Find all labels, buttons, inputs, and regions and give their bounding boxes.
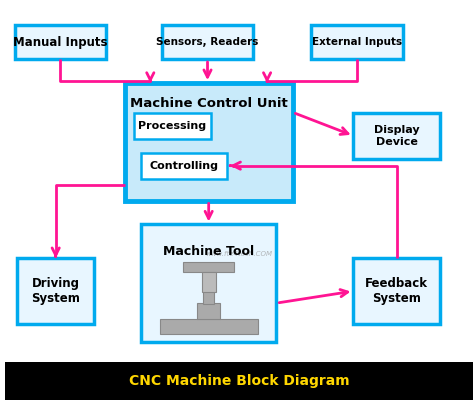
FancyBboxPatch shape [354,113,440,159]
Bar [197,303,220,319]
Text: www.fte4tech.COM: www.fte4tech.COM [206,251,273,257]
Bar [203,270,214,304]
Bar [183,262,234,272]
Text: Controlling: Controlling [150,161,219,171]
FancyBboxPatch shape [311,25,402,59]
FancyBboxPatch shape [134,113,211,139]
FancyBboxPatch shape [141,225,276,342]
FancyBboxPatch shape [141,153,228,178]
Bar [6,362,473,400]
Text: Feedback
System: Feedback System [365,277,428,305]
FancyBboxPatch shape [125,83,293,200]
Text: Processing: Processing [138,121,207,131]
FancyBboxPatch shape [354,258,440,324]
Text: Sensors, Readers: Sensors, Readers [156,37,259,47]
Text: Display
Device: Display Device [374,125,419,147]
Text: Manual Inputs: Manual Inputs [13,36,108,49]
FancyBboxPatch shape [15,25,106,59]
Bar [160,319,258,334]
Text: Machine Tool: Machine Tool [163,245,254,258]
Text: Machine Control Unit: Machine Control Unit [130,97,288,110]
Text: External Inputs: External Inputs [312,37,402,47]
Bar [201,272,216,292]
FancyBboxPatch shape [17,258,94,324]
Text: Driving
System: Driving System [31,277,80,305]
Text: CNC Machine Block Diagram: CNC Machine Block Diagram [129,374,349,388]
FancyBboxPatch shape [162,25,253,59]
